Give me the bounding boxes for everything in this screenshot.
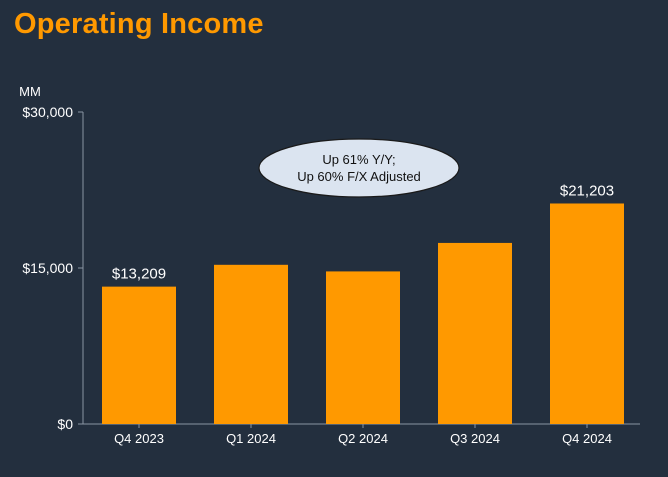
x-tick-label: Q2 2024 bbox=[338, 431, 388, 446]
y-tick-label: $30,000 bbox=[22, 104, 73, 120]
annotation-bubble bbox=[258, 138, 460, 198]
bar-q4-2024 bbox=[550, 203, 624, 424]
bar-q2-2024 bbox=[326, 271, 400, 424]
data-label: $21,203 bbox=[560, 182, 614, 199]
annotation-line-1: Up 61% Y/Y; bbox=[322, 152, 395, 167]
x-tick-label: Q4 2023 bbox=[114, 431, 164, 446]
y-axis-unit-label: MM bbox=[19, 84, 41, 99]
page-title: Operating Income bbox=[14, 8, 264, 40]
annotation-line-2: Up 60% F/X Adjusted bbox=[297, 169, 421, 184]
x-tick-label: Q1 2024 bbox=[226, 431, 276, 446]
bar-q4-2023 bbox=[102, 286, 176, 424]
y-tick-label: $15,000 bbox=[22, 260, 73, 276]
data-label: $13,209 bbox=[112, 266, 166, 283]
y-tick-label: $0 bbox=[57, 416, 73, 432]
bar-q1-2024 bbox=[214, 264, 288, 424]
x-tick-label: Q4 2024 bbox=[562, 431, 612, 446]
x-tick-label: Q3 2024 bbox=[450, 431, 500, 446]
bar-q3-2024 bbox=[438, 242, 512, 424]
